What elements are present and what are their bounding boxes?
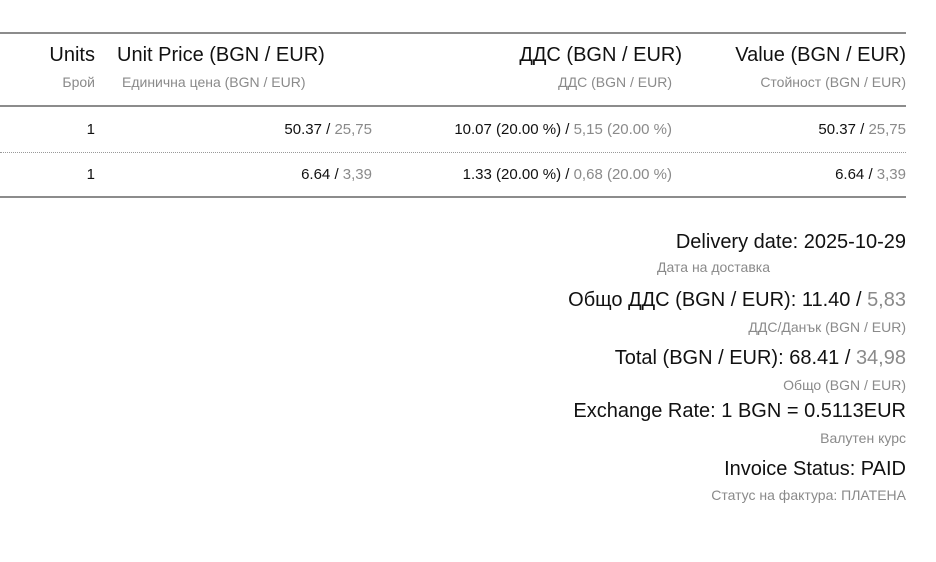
header-unit-price: Unit Price (BGN / EUR) [117, 44, 325, 66]
vat-total: Общо ДДС (BGN / EUR): 11.40 / 5,83 [568, 289, 906, 311]
cell-value: 6.64 / 3,39 [835, 166, 906, 183]
header-vat: ДДС (BGN / EUR) [519, 44, 682, 66]
header-unit-price-sub: Единична цена (BGN / EUR) [122, 74, 306, 90]
cell-value: 50.37 / 25,75 [818, 121, 906, 138]
cell-unit-price: 50.37 / 25,75 [284, 121, 372, 138]
table-bottom-rule [0, 196, 906, 198]
delivery-date: Delivery date: 2025-10-29 [675, 231, 906, 253]
cell-units: 1 [86, 121, 95, 138]
table-top-rule [0, 32, 906, 34]
header-units: Units [49, 44, 95, 66]
row-divider [0, 152, 906, 153]
header-value: Value (BGN / EUR) [735, 44, 906, 66]
header-vat-sub: ДДС (BGN / EUR) [558, 74, 672, 90]
exchange-rate: Exchange Rate: 1 BGN = 0.5113EUR [573, 400, 906, 422]
header-rule [0, 105, 906, 107]
cell-vat: 1.33 (20.00 %) / 0,68 (20.00 %) [462, 166, 672, 183]
invoice-status: Invoice Status: PAID [724, 458, 906, 480]
vat-total-sub: ДДС/Данък (BGN / EUR) [748, 319, 906, 335]
invoice-status-sub: Статус на фактура: ПЛАТЕНА [711, 487, 906, 503]
cell-units: 1 [86, 166, 95, 183]
grand-total-sub: Общо (BGN / EUR) [783, 377, 906, 393]
grand-total: Total (BGN / EUR): 68.41 / 34,98 [614, 347, 906, 369]
cell-unit-price: 6.64 / 3,39 [301, 166, 372, 183]
header-value-sub: Стойност (BGN / EUR) [760, 74, 906, 90]
cell-vat: 10.07 (20.00 %) / 5,15 (20.00 %) [454, 121, 672, 138]
exchange-rate-sub: Валутен курс [820, 430, 906, 446]
delivery-date-sub: Дата на доставка [657, 259, 770, 275]
header-units-sub: Брой [62, 74, 95, 90]
